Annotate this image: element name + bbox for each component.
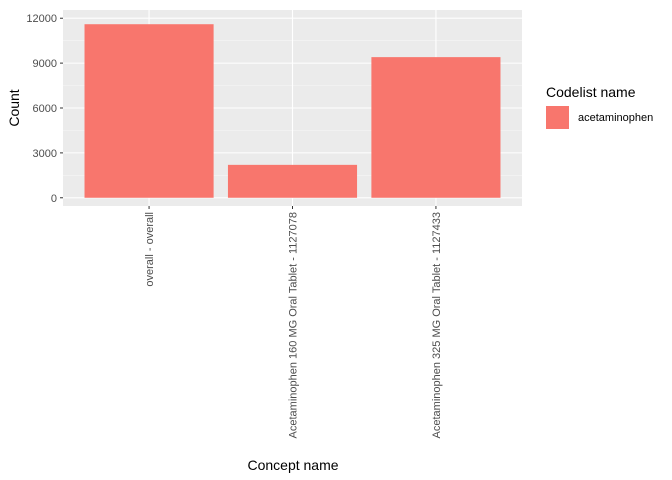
bars — [84, 24, 501, 198]
y-tick-label: 3000 — [33, 148, 57, 160]
y-tick-label: 9000 — [33, 58, 57, 70]
legend-title: Codelist name — [546, 84, 636, 100]
y-axis: 0 3000 6000 9000 12000 — [26, 13, 63, 205]
bar — [371, 57, 501, 198]
x-tick-label: Acetaminophen 325 MG Oral Tablet - 11274… — [431, 212, 443, 438]
legend-label-acetaminophen: acetaminophen — [578, 112, 653, 124]
bar — [227, 164, 358, 198]
x-tick-label: overall - overall — [144, 212, 156, 287]
x-axis: overall - overall Acetaminophen 160 MG Or… — [144, 206, 443, 438]
y-axis-title: Count — [6, 89, 22, 126]
x-tick-label: Acetaminophen 160 MG Oral Tablet - 11270… — [288, 212, 300, 438]
legend: Codelist name acetaminophen — [546, 84, 653, 129]
y-tick-label: 0 — [51, 193, 57, 205]
x-axis-title: Concept name — [247, 457, 338, 473]
legend-key-acetaminophen — [546, 106, 569, 129]
y-tick-label: 12000 — [26, 13, 57, 25]
bar — [84, 24, 214, 198]
y-tick-label: 6000 — [33, 103, 57, 115]
